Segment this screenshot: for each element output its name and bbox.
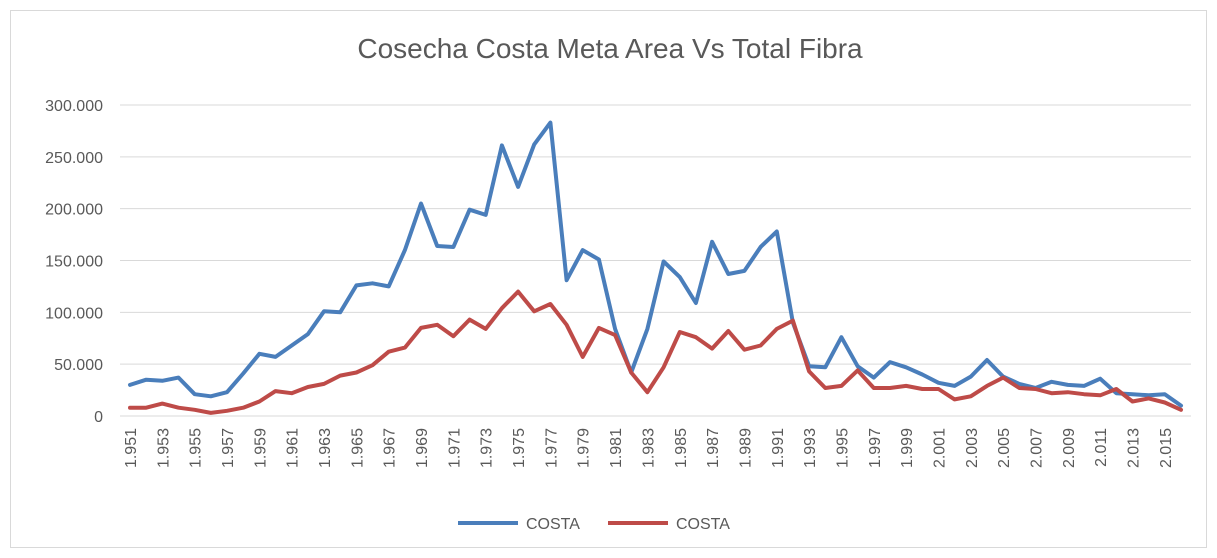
x-tick-label: 2.015 [1158, 428, 1175, 468]
legend-label: COSTA [676, 516, 730, 533]
x-tick-label: 2.001 [931, 428, 948, 468]
y-tick-label: 0 [94, 409, 103, 426]
x-tick-label: 1.953 [155, 428, 172, 468]
y-tick-label: 300.000 [45, 98, 103, 115]
x-tick-label: 2.009 [1061, 428, 1078, 468]
x-tick-label: 1.991 [770, 428, 787, 468]
x-tick-label: 1.959 [252, 428, 269, 468]
x-tick-label: 2.005 [996, 428, 1013, 468]
x-tick-label: 1.955 [188, 428, 205, 468]
y-tick-label: 200.000 [45, 202, 103, 219]
x-tick-label: 1.963 [317, 428, 334, 468]
x-tick-label: 1.987 [705, 428, 722, 468]
x-tick-label: 2.007 [1028, 428, 1045, 468]
x-tick-label: 2.003 [964, 428, 981, 468]
y-tick-label: 250.000 [45, 150, 103, 167]
x-tick-label: 1.969 [414, 428, 431, 468]
y-tick-label: 50.000 [54, 357, 103, 374]
chart-border [10, 10, 1207, 548]
x-tick-label: 1.983 [640, 428, 657, 468]
x-tick-label: 1.995 [834, 428, 851, 468]
x-tick-label: 1.951 [123, 428, 140, 468]
x-tick-label: 1.999 [899, 428, 916, 468]
x-tick-label: 1.965 [349, 428, 366, 468]
x-tick-label: 1.973 [479, 428, 496, 468]
y-tick-label: 150.000 [45, 254, 103, 271]
x-tick-label: 1.977 [543, 428, 560, 468]
legend-label: COSTA [526, 516, 580, 533]
x-tick-label: 1.961 [285, 428, 302, 468]
y-tick-label: 100.000 [45, 305, 103, 322]
chart-title: Cosecha Costa Meta Area Vs Total Fibra [357, 33, 863, 64]
x-tick-label: 1.985 [673, 428, 690, 468]
x-tick-label: 1.971 [446, 428, 463, 468]
x-tick-label: 1.979 [576, 428, 593, 468]
x-tick-label: 1.989 [737, 428, 754, 468]
x-tick-label: 1.997 [867, 428, 884, 468]
x-tick-label: 2.011 [1093, 428, 1110, 467]
x-tick-label: 1.967 [382, 428, 399, 468]
x-tick-label: 2.013 [1125, 428, 1142, 468]
x-tick-label: 1.993 [802, 428, 819, 468]
x-tick-label: 1.957 [220, 428, 237, 468]
x-tick-label: 1.981 [608, 428, 625, 468]
line-series [128, 289, 1183, 415]
x-tick-label: 1.975 [511, 428, 528, 468]
